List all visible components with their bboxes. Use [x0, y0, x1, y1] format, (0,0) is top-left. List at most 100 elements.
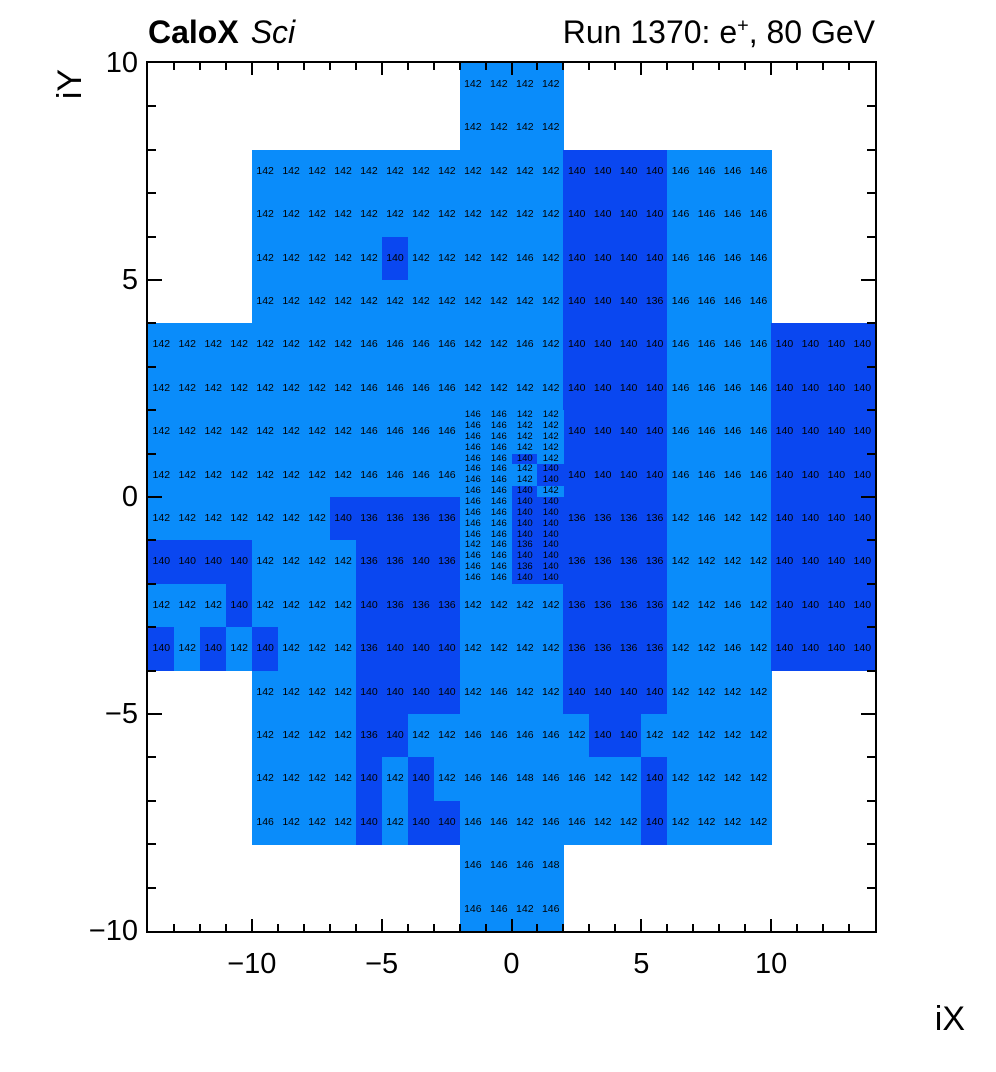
heatmap-cell: 146 [459, 887, 487, 932]
heatmap-cell: 142 [511, 193, 539, 238]
heatmap-cell: 142 [485, 193, 513, 238]
heatmap-cell: 140 [641, 670, 668, 715]
heatmap-cell: 136 [563, 627, 590, 672]
axis-tick [562, 63, 565, 70]
heatmap-cell: 142 [225, 453, 253, 498]
heatmap-cell: 140 [381, 627, 409, 672]
heatmap-cell: 140 [615, 410, 642, 455]
heatmap-cell: 142 [381, 149, 409, 194]
fine-heatmap-cell: 146 [459, 572, 487, 585]
axis-tick [796, 63, 799, 70]
heatmap-cell: 146 [485, 714, 513, 758]
heatmap-cell: 146 [667, 410, 694, 455]
fine-heatmap-cell: 146 [485, 421, 513, 433]
heatmap-cell: 140 [849, 583, 876, 628]
heatmap-cell: 146 [693, 410, 720, 455]
heatmap-cell: 142 [407, 149, 435, 194]
heatmap-cell: 146 [719, 236, 746, 281]
heatmap-cell: 140 [849, 453, 876, 498]
heatmap-cell: 142 [667, 800, 694, 845]
heatmap-cell: 142 [745, 670, 772, 715]
heatmap-cell: 142 [199, 410, 227, 455]
axis-tick [536, 63, 539, 70]
heatmap-cell: 140 [641, 193, 668, 238]
heatmap-cell: 146 [667, 236, 694, 281]
heatmap-cell: 142 [277, 540, 305, 585]
axis-tick [380, 63, 383, 75]
axis-tick [867, 452, 875, 455]
heatmap-cell: 142 [745, 714, 772, 758]
plot-title-right: Run 1370: e+, 80 GeV [400, 14, 875, 51]
heatmap-cell: 142 [277, 583, 305, 628]
heatmap-cell: 142 [329, 410, 357, 455]
heatmap-cell: 142 [745, 540, 772, 585]
axis-tick [148, 322, 156, 325]
heatmap-cell: 142 [173, 453, 201, 498]
positron-charge-sup: + [737, 14, 749, 37]
heatmap-cell: 140 [148, 540, 175, 585]
axis-tick [867, 886, 875, 889]
axis-tick [224, 63, 227, 70]
heatmap-cell: 140 [563, 323, 590, 368]
axis-tick [148, 279, 162, 281]
heatmap-cell: 136 [589, 497, 616, 541]
heatmap-cell: 146 [745, 236, 772, 281]
heatmap-cell: 142 [433, 149, 461, 194]
heatmap-cell: 140 [563, 410, 590, 455]
fine-heatmap-cell: 142 [511, 431, 539, 444]
axis-tick [536, 924, 539, 931]
heatmap-cell: 146 [433, 323, 461, 368]
heatmap-cell: 142 [148, 497, 175, 541]
heatmap-cell: 140 [823, 627, 850, 672]
heatmap-cell: 146 [511, 714, 539, 758]
fine-heatmap-cell: 146 [485, 475, 513, 487]
heatmap-cell: 142 [511, 583, 539, 628]
axis-tick [458, 924, 461, 931]
heatmap-cell: 142 [615, 757, 642, 802]
heatmap-cell: 142 [329, 714, 357, 758]
heatmap-cell: 142 [303, 800, 331, 845]
heatmap-cell: 142 [745, 800, 772, 845]
heatmap-cell: 146 [355, 323, 383, 368]
heatmap-cell: 148 [511, 757, 539, 802]
heatmap-cell: 146 [693, 193, 720, 238]
fine-heatmap-cell: 146 [459, 562, 487, 574]
axis-tick [640, 63, 643, 75]
heatmap-cell: 140 [771, 410, 798, 455]
heatmap-cell: 140 [563, 236, 590, 281]
heatmap-cell: 140 [355, 583, 383, 628]
heatmap-cell: 140 [797, 453, 824, 498]
axis-tick [432, 63, 435, 70]
axis-tick [867, 148, 875, 151]
heatmap-cell: 142 [251, 540, 279, 585]
heatmap-cell: 140 [641, 149, 668, 194]
heatmap-cell: 146 [719, 366, 746, 411]
axis-tick [302, 63, 305, 70]
heatmap-cell: 140 [771, 497, 798, 541]
heatmap-cell: 146 [693, 236, 720, 281]
heatmap-cell: 140 [563, 280, 590, 324]
heatmap-cell: 146 [459, 844, 487, 889]
axis-tick [148, 452, 156, 455]
axis-tick [148, 105, 156, 108]
heatmap-cell: 142 [148, 366, 175, 411]
axis-tick [250, 919, 253, 931]
heatmap-cell: 142 [277, 410, 305, 455]
heatmap-cell: 142 [329, 149, 357, 194]
x-tick-label: 5 [633, 948, 650, 980]
axis-tick [148, 799, 156, 802]
fine-heatmap-cell: 146 [459, 507, 487, 520]
heatmap-cell: 142 [433, 714, 461, 758]
heatmap-cell: 140 [771, 323, 798, 368]
heatmap-cell: 142 [693, 800, 720, 845]
fine-heatmap-cell: 142 [511, 464, 539, 476]
heatmap-cell: 142 [433, 193, 461, 238]
heatmap-cell: 146 [381, 366, 409, 411]
axis-tick [198, 63, 201, 70]
axis-tick [224, 924, 227, 931]
heatmap-cell: 142 [251, 366, 279, 411]
axis-tick [354, 924, 357, 931]
heatmap-cell: 140 [797, 366, 824, 411]
heatmap-cell: 140 [225, 583, 253, 628]
heatmap-cell: 146 [719, 583, 746, 628]
